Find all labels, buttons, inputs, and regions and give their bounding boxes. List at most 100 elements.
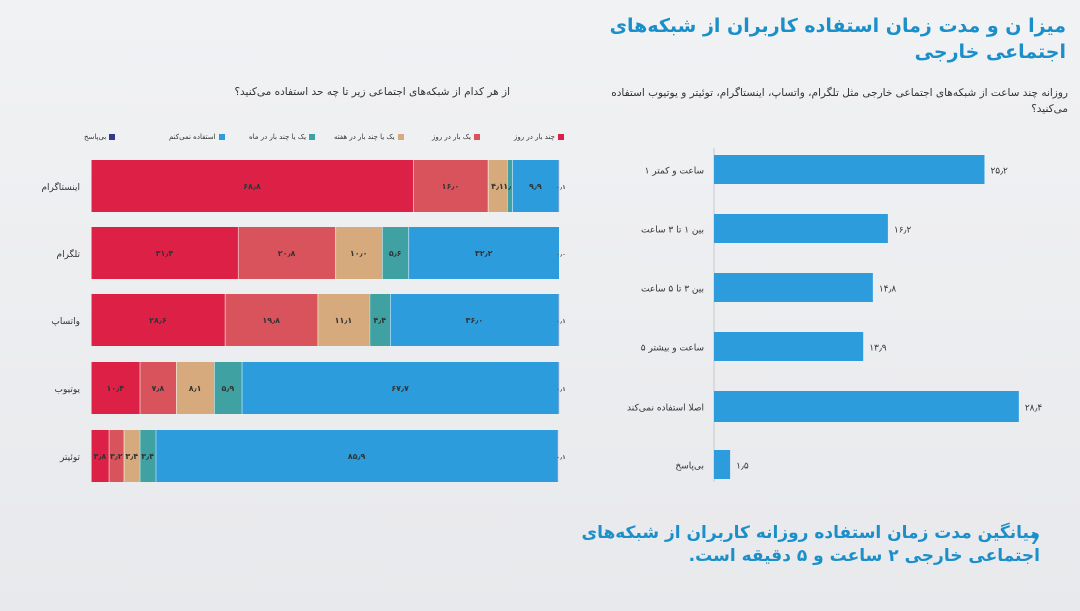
bar	[714, 450, 731, 479]
segment-divider	[108, 430, 110, 482]
bar-segment	[139, 362, 177, 414]
data-label: ۴٫۱	[491, 182, 504, 191]
data-label: ۹٫۹	[529, 182, 542, 191]
data-label: ۳٫۲	[110, 452, 123, 461]
legend-item: چند بار در روز	[514, 133, 564, 141]
bar-segment	[382, 227, 409, 279]
bar-segment	[487, 160, 508, 212]
bar-segment	[317, 294, 370, 346]
legend-label: یک بار در روز	[432, 133, 471, 141]
legend-swatch	[397, 134, 404, 140]
segment-divider	[408, 227, 410, 279]
bar-segment	[108, 430, 124, 482]
segment-divider	[214, 362, 215, 414]
data-label: ۲۵٫۲	[990, 167, 1008, 177]
data-label: ۳۱٫۴	[156, 249, 174, 258]
bar-segment	[412, 160, 488, 212]
bar-segment	[512, 160, 559, 212]
segment-divider	[139, 362, 141, 414]
legend-swatch	[474, 134, 480, 140]
data-label: ۸٫۱	[189, 384, 202, 393]
bar-segment	[335, 227, 383, 279]
segment-divider	[369, 294, 371, 346]
category-label: واتساپ	[51, 317, 80, 327]
segment-divider	[558, 362, 560, 414]
data-label: ۱۰٫۰	[350, 249, 368, 258]
legend-item: یک یا چند بار در ماه	[249, 133, 316, 141]
data-label: ۴٫۴	[373, 316, 386, 325]
bar-segment	[241, 362, 559, 414]
data-label: ۲۸٫۴	[1025, 404, 1043, 414]
bar-segment	[214, 362, 242, 414]
bar	[714, 155, 985, 184]
data-label: ۰٫۱	[556, 184, 566, 191]
segment-divider	[558, 294, 560, 346]
bar	[714, 332, 864, 361]
segment-divider	[507, 160, 508, 212]
data-label: ۳۲٫۲	[475, 249, 493, 258]
category-label: تلگرام	[57, 248, 81, 260]
page-title: میزا ن و مدت زمان استفاده کاربران از شبک…	[609, 15, 1066, 63]
legend-item: یک یا چند بار در هفته	[334, 133, 404, 141]
segment-divider	[382, 227, 383, 279]
data-label: ۱٫۵	[736, 462, 749, 472]
category-label: اینستاگرام	[41, 181, 80, 193]
legend-label: یک یا چند بار در ماه	[249, 133, 307, 141]
bar-segment	[507, 160, 513, 212]
data-label: ۰٫۱	[556, 454, 566, 461]
bar-segment	[91, 430, 109, 482]
data-label: ۱٫۱	[503, 182, 516, 191]
bar-segment	[369, 294, 391, 346]
stacked-chart-legend: چند بار در روز یک بار در روز یک یا چند بار…	[44, 133, 564, 147]
data-label: ۵٫۹	[222, 384, 235, 393]
data-label: ۱۶٫۲	[894, 226, 912, 236]
data-label: ۲۰٫۸	[278, 249, 296, 258]
category-label: بین ۳ تا ۵ ساعت	[641, 285, 704, 295]
data-label: ۱۰٫۴	[107, 384, 125, 393]
category-label: بین ۱ تا ۳ ساعت	[641, 226, 704, 236]
bar	[714, 391, 1019, 422]
bar	[714, 273, 873, 302]
bar-segment	[224, 294, 318, 346]
segment-divider	[390, 294, 391, 346]
segment-divider	[155, 430, 157, 482]
bar-segment	[176, 362, 215, 414]
category-label: توئیتر	[59, 453, 81, 463]
bar-segment	[91, 294, 225, 346]
bar-segment	[155, 430, 558, 482]
category-label: ۵ ساعت و بیشتر	[641, 344, 704, 354]
category-label: اصلا استفاده نمی‌کند	[627, 404, 704, 414]
segment-divider	[91, 227, 92, 279]
segment-divider	[558, 160, 560, 212]
data-label: ۰٫۱	[556, 318, 566, 325]
data-label: ۳۶٫۰	[465, 316, 483, 325]
legend-label: یک یا چند بار در هفته	[334, 133, 395, 141]
data-label: ۱۶٫۰	[442, 182, 460, 191]
stacked-chart-title: از هر کدام از شبکه‌های اجتماعی زیر تا چه…	[234, 86, 510, 98]
data-label: ۱۱٫۱	[335, 316, 353, 325]
data-label: ۶۷٫۷	[391, 384, 409, 393]
category-label: ۱ ساعت و کمتر	[645, 167, 704, 177]
data-label: ۸۵٫۹	[348, 452, 366, 461]
data-label: ۳٫۴	[125, 452, 138, 461]
segment-divider	[412, 160, 414, 212]
segment-divider	[176, 362, 177, 414]
data-label: ۲۸٫۶	[149, 316, 167, 325]
category-label: بی‌پاسخ	[675, 462, 704, 472]
data-label: ۱۳٫۹	[869, 344, 887, 354]
legend-label: بی‌پاسخ	[84, 133, 107, 141]
legend-label: استفاده نمی‌کنم	[169, 133, 216, 141]
segment-divider	[139, 430, 141, 482]
segment-divider	[91, 362, 92, 414]
legend-swatch	[309, 134, 316, 140]
data-label: ۰٫۰	[556, 251, 566, 258]
bar-segment	[123, 430, 140, 482]
segment-divider	[512, 160, 513, 212]
category-label: یوتیوب	[55, 385, 81, 395]
bar-segment	[390, 294, 559, 346]
bar-segment	[139, 430, 156, 482]
legend-swatch	[109, 134, 116, 140]
legend-swatch	[557, 134, 564, 140]
data-label: ۳٫۸	[94, 452, 107, 461]
segment-divider	[123, 430, 125, 482]
